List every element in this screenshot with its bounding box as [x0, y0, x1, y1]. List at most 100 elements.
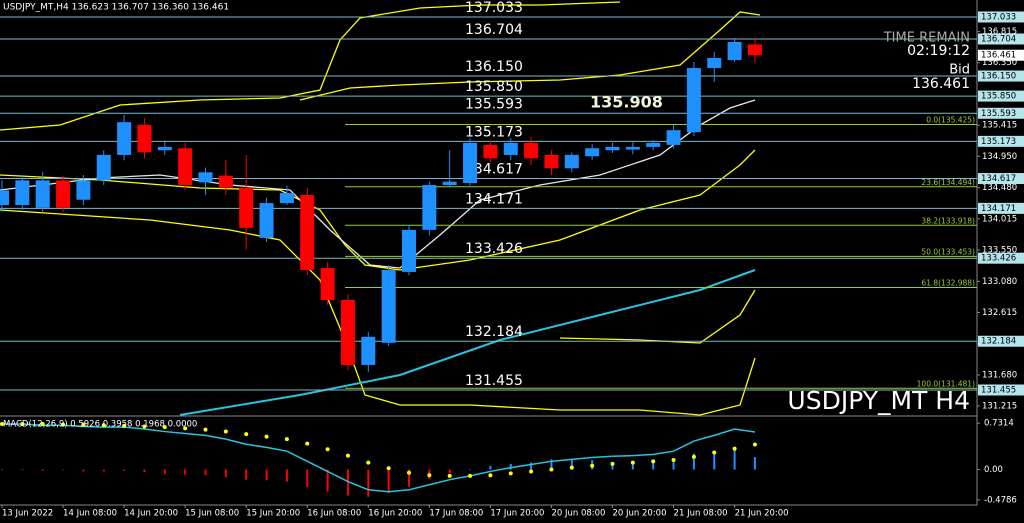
level-label: 136.704 — [465, 22, 523, 38]
level-box — [978, 335, 1024, 347]
macd-histogram-bar — [469, 469, 472, 471]
time-remain: 02:19:12 — [907, 43, 970, 59]
macd-histogram-bar — [387, 469, 390, 493]
level-label: 137.033 — [465, 0, 523, 16]
level-label: 135.173 — [465, 124, 523, 140]
level-box — [978, 252, 1024, 264]
macd-histogram-bar — [550, 459, 553, 470]
signal-dot — [345, 453, 350, 458]
signal-dot — [468, 473, 473, 478]
level-box-label: 134.171 — [981, 204, 1016, 214]
bid-value: 136.461 — [912, 76, 970, 92]
candle-body — [747, 44, 762, 56]
band-upper — [0, 1, 621, 131]
candle-body — [524, 142, 539, 159]
macd-histogram-bar — [163, 469, 166, 474]
signal-dot — [590, 463, 595, 468]
candle-body — [157, 146, 172, 151]
macd-y-tick-label: 0.7314 — [984, 419, 1014, 429]
macd-histogram-bar — [509, 463, 512, 470]
signal-dot — [305, 441, 310, 446]
candle-body — [402, 229, 416, 272]
macd-histogram-bar — [41, 469, 44, 471]
macd-histogram-bar — [102, 469, 105, 472]
candle-body — [15, 180, 30, 206]
macd-histogram-bar — [652, 462, 655, 470]
candle-body — [707, 57, 722, 69]
macd-histogram-bar — [489, 465, 492, 470]
candle-body — [259, 203, 274, 238]
candle-body — [483, 144, 498, 159]
x-tick-label: 16 Jun 20:00 — [368, 509, 422, 519]
macd-histogram-bar — [692, 453, 695, 470]
x-tick-label: 14 Jun 20:00 — [124, 509, 178, 519]
y-tick-label: 131.215 — [982, 402, 1017, 412]
candle-body — [198, 172, 213, 183]
y-tick-label: 133.550 — [982, 245, 1017, 255]
y-tick-label: 134.950 — [982, 152, 1017, 162]
level-box — [978, 173, 1024, 185]
signal-dot — [386, 466, 391, 471]
band-lower-2 — [559, 289, 756, 344]
signal-dot — [732, 446, 737, 451]
level-label: 135.850 — [465, 79, 523, 95]
signal-dot — [407, 470, 411, 475]
level-label: 131.455 — [465, 373, 523, 389]
signal-dot — [142, 424, 147, 429]
fib-label: 50.0(133.453) — [921, 247, 975, 256]
candle-body — [35, 180, 50, 208]
signal-dot — [651, 459, 656, 464]
candle-body — [320, 267, 335, 301]
level-box-label: 137.033 — [981, 12, 1016, 22]
level-box — [978, 202, 1024, 214]
signal-dot — [325, 447, 330, 452]
macd-histogram-bar — [713, 452, 716, 470]
macd-histogram-bar — [733, 449, 736, 470]
candle-body — [0, 190, 9, 206]
level-box — [978, 11, 1024, 23]
signal-dot — [0, 421, 4, 426]
signal-dot — [712, 450, 717, 455]
candle-body — [666, 130, 681, 145]
candle-body — [646, 142, 661, 147]
signal-dot — [162, 425, 167, 430]
macd-title: MACD(12,26,9) 0.5926 0.3958 0.1968 0.000… — [3, 420, 197, 430]
signal-dot — [244, 432, 249, 437]
signal-dot — [447, 473, 452, 478]
level-box — [978, 135, 1024, 147]
macd-histogram-bar — [1, 469, 3, 471]
candle-body — [56, 180, 71, 208]
macd-histogram-bar — [367, 469, 370, 497]
candle-body — [625, 146, 640, 150]
candle-body — [442, 181, 457, 186]
macd-histogram-bar — [530, 462, 533, 470]
signal-dot — [20, 421, 25, 426]
x-tick-label: 17 Jun 08:00 — [429, 509, 483, 519]
y-tick-label: 136.815 — [982, 27, 1017, 37]
macd-histogram-bar — [204, 469, 207, 476]
candle-body — [585, 148, 600, 157]
signal-dot — [569, 465, 574, 470]
signal-dot — [61, 422, 66, 427]
symbol-header: USDJPY_MT,H4 136.623 136.707 136.360 136… — [3, 3, 229, 13]
macd-histogram-bar — [62, 469, 65, 471]
candle-body — [279, 193, 294, 204]
level-box — [978, 70, 1024, 82]
fib-label: 23.6(134.494) — [921, 178, 975, 187]
level-label: 135.593 — [465, 96, 523, 112]
signal-dot — [122, 423, 127, 428]
macd-histogram-bar — [265, 469, 268, 481]
y-tick-label: 131.680 — [982, 370, 1017, 380]
time-remain-label: TIME REMAIN — [883, 31, 970, 46]
candle-body — [178, 148, 193, 186]
macd-histogram-bar — [570, 459, 573, 470]
price-annotation: 135.908 — [590, 93, 663, 112]
y-tick-label: 136.350 — [982, 58, 1017, 68]
fib-label: 100.0(131.481) — [917, 379, 975, 388]
candle-body — [463, 142, 478, 184]
signal-dot — [752, 442, 757, 447]
signal-dot — [610, 461, 615, 466]
y-tick-label: 134.480 — [982, 183, 1017, 193]
macd-histogram-bar — [346, 469, 349, 496]
